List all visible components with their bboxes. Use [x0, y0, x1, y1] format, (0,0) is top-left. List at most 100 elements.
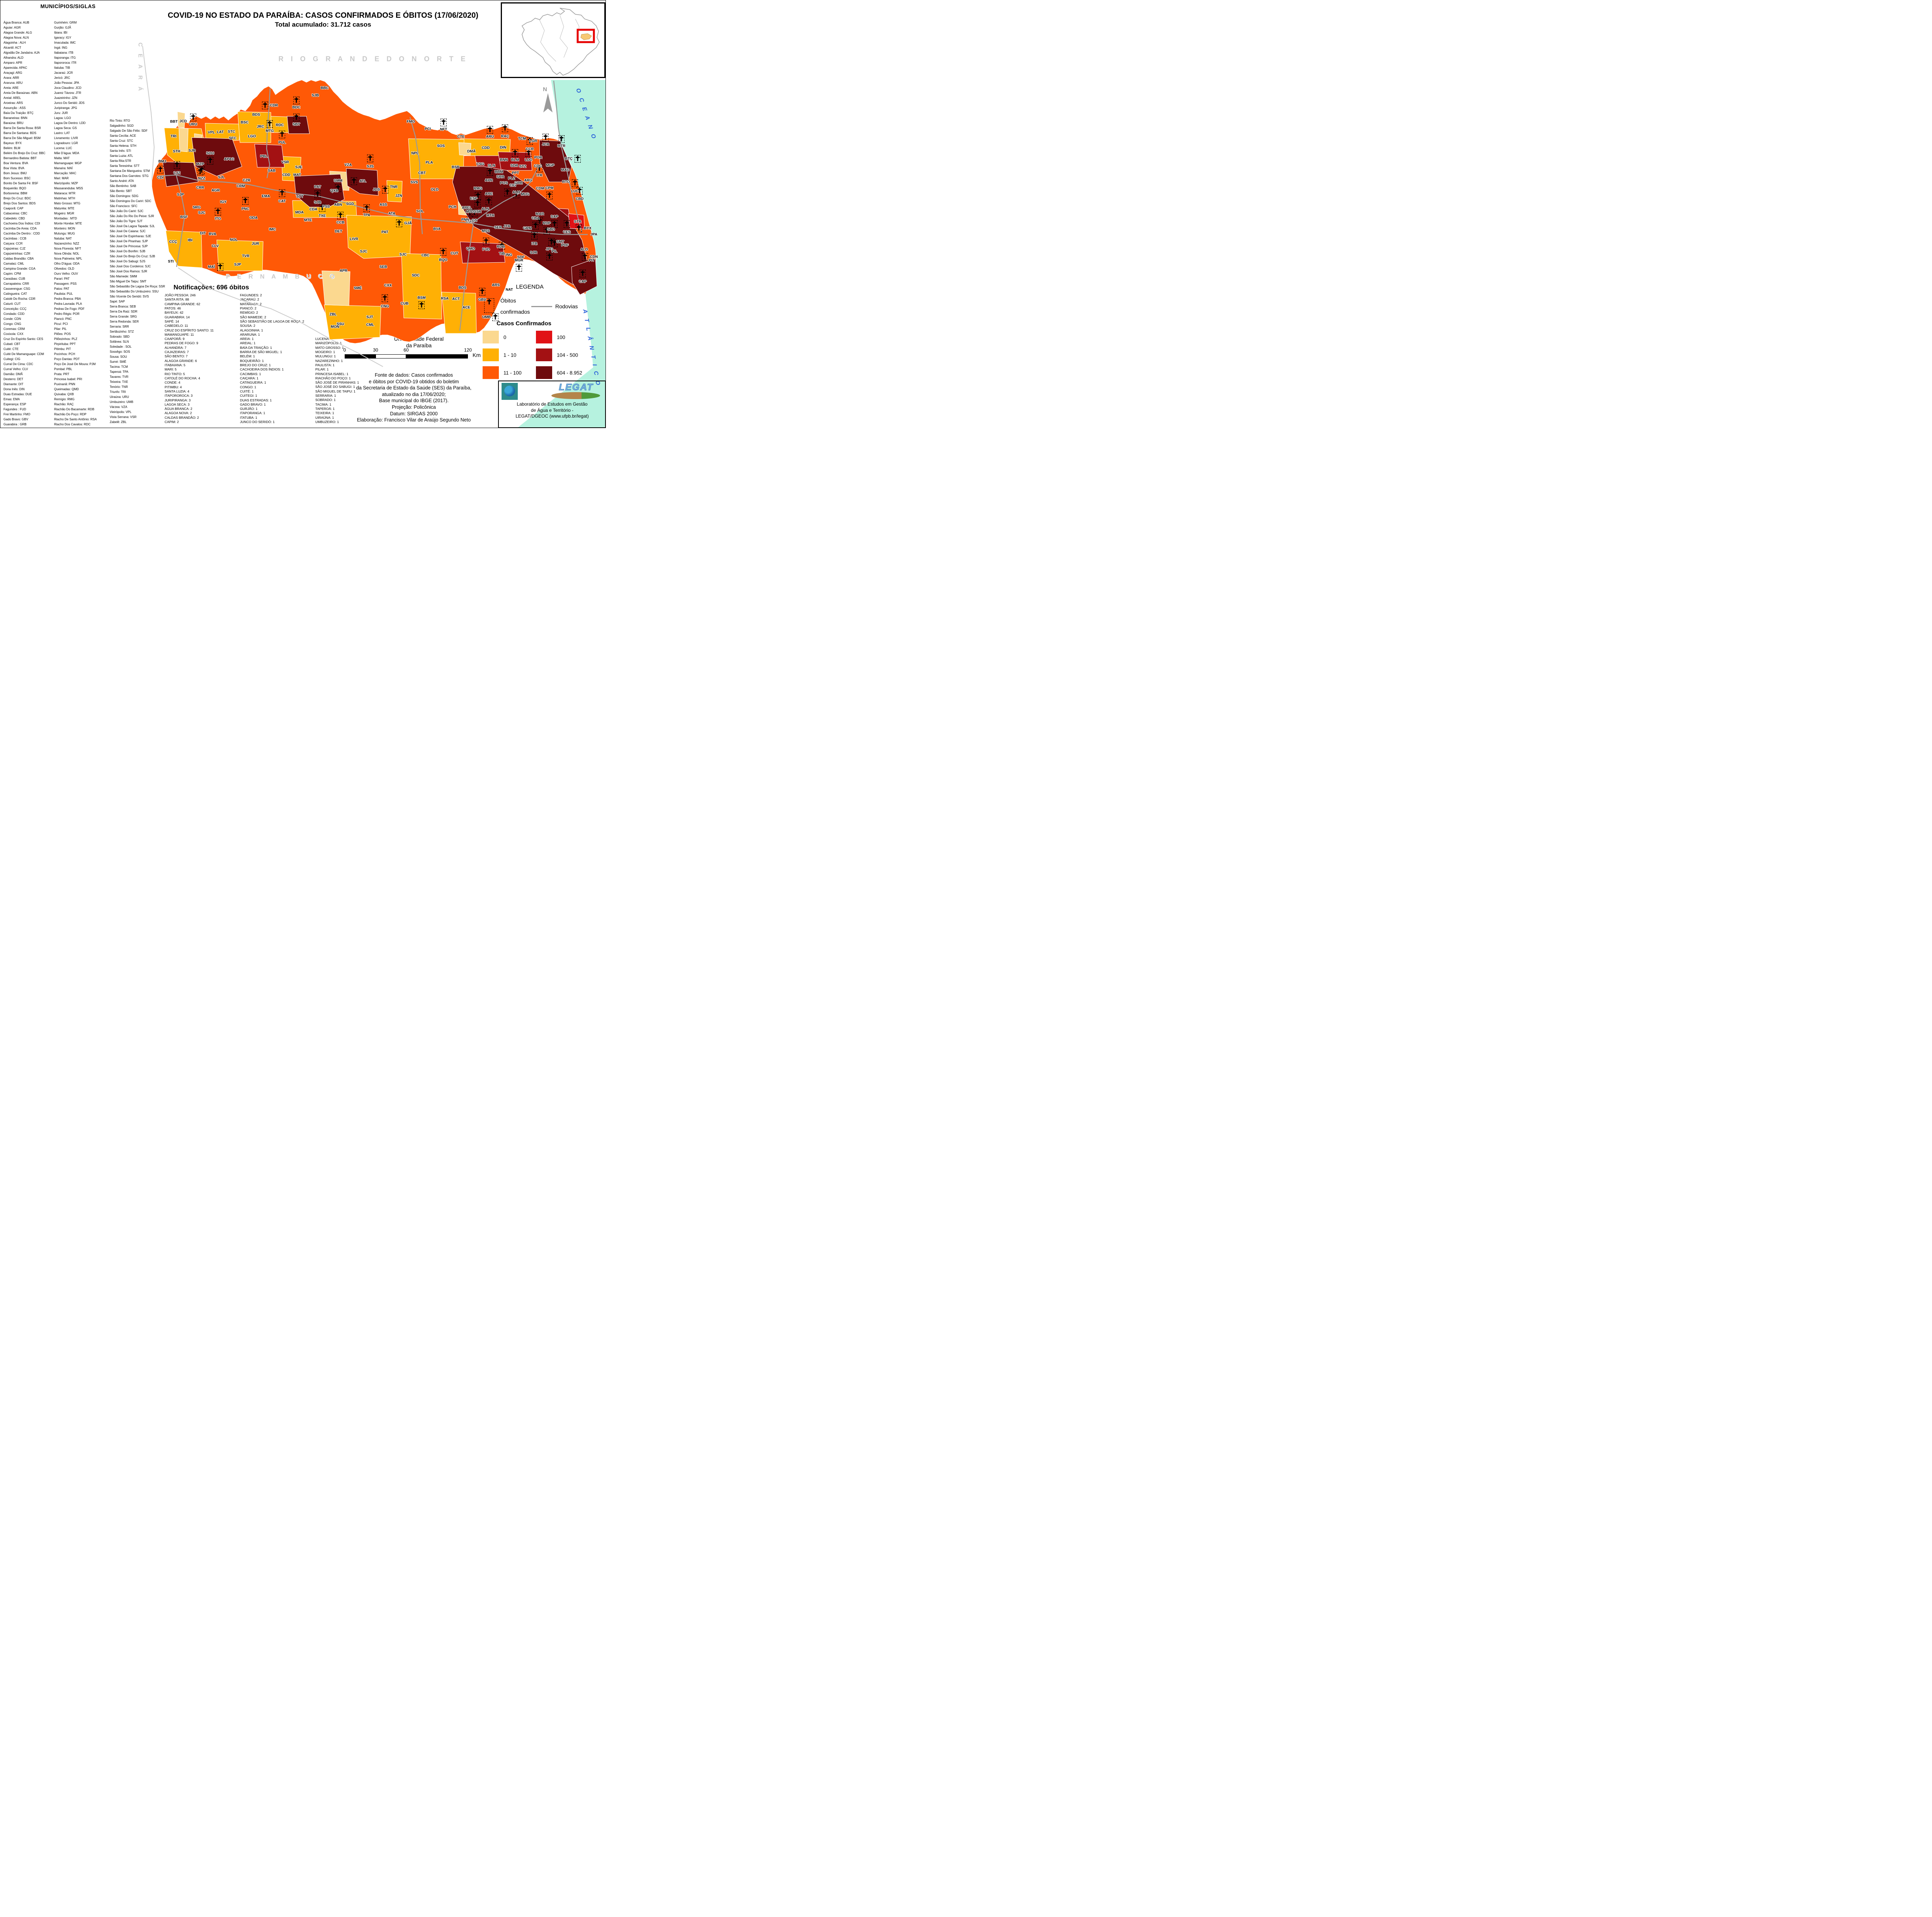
list-item: CACIMBAS: 1	[240, 372, 261, 376]
list-item: Caraúbas: CUB	[3, 277, 26, 280]
sidebar-title: MUNICÍPIOS/SIGLAS	[40, 3, 96, 9]
municipality-label-sjb: SJB	[311, 93, 319, 98]
municipality-label-sjr: SJR	[530, 250, 537, 255]
municipality-label-pdf: PDF	[561, 243, 569, 248]
municipality-label-jpg: JPG	[546, 247, 553, 252]
list-item: SOBRADO: 1	[315, 398, 336, 402]
municipality-label-svs: SVS	[410, 180, 418, 185]
legat-logo-word: LEGAT	[559, 382, 594, 393]
municipality-label-seb: SEB	[379, 265, 387, 269]
list-item: RIACHÃO DO POÇO: 1	[315, 376, 351, 380]
list-item: Poço De José De Moura: PJM	[54, 362, 96, 366]
list-item: Juarez Távora: JTR	[54, 91, 82, 95]
list-item: Paulista: PUL	[54, 292, 73, 296]
municipality-label-cdr: CDR	[270, 103, 278, 108]
list-item: ALAGOA GRANDE: 6	[165, 359, 197, 363]
list-item: Riacho Dos Cavalos: RDC	[54, 423, 91, 426]
municipality-label-nol: NOL	[230, 238, 238, 242]
list-item: AREIAL: 1	[240, 341, 256, 345]
list-item: Livramento: LIVR	[54, 136, 78, 140]
legat-panel	[498, 381, 605, 428]
municipality-label-ssu: SSU	[337, 322, 344, 326]
death-cross-icon	[190, 114, 196, 121]
list-item: CATINGUEIRA: 1	[240, 381, 266, 385]
municipality-label-igy: IGY	[220, 200, 227, 204]
municipality-label-txe: TXE	[318, 214, 326, 218]
municipality-label-csg: CSG	[476, 162, 485, 167]
municipality-label-are: ARE	[485, 192, 493, 196]
municipality-label-sdf: SDF	[517, 255, 525, 260]
list-item: Gurjão: GJÃ	[54, 26, 71, 29]
death-cross-icon	[543, 134, 549, 141]
municipality-label-rmg: RMG	[473, 186, 483, 191]
list-item: CABEDELO: 11	[165, 324, 188, 328]
municipality-label-uru: URU	[189, 122, 197, 127]
list-item: Duas Estradas: DUE	[3, 393, 32, 396]
death-cross-icon	[551, 220, 558, 228]
municipality-label-lat: LAT	[217, 130, 224, 134]
municipality-label-mte: MTE	[304, 218, 312, 223]
municipality-label-cut: CUT	[451, 251, 458, 256]
list-item: Mari: MAR	[54, 177, 69, 180]
list-item: JURIPIRANGA: 3	[165, 398, 191, 402]
municipality-label-cng: CNG	[381, 304, 389, 309]
municipality-label-rto: RTO	[562, 180, 570, 184]
list-item: Mataraca: MTR	[54, 192, 76, 195]
list-item: Pirpirituba: PPT	[54, 342, 76, 346]
municipality-label-sjl: SJL	[218, 175, 225, 180]
list-item: Alagoinha : ALH	[3, 41, 26, 44]
list-item: Barra De Santana: BDS	[3, 131, 36, 135]
municipality-label-sjr: SJR	[188, 148, 196, 153]
municipality-label-agr: AGR	[211, 188, 220, 193]
municipality-label-fud: FUD	[482, 247, 490, 252]
list-item: Cacimba De Dentro : CDD	[3, 232, 40, 235]
list-item: ARARUNA: 1	[240, 332, 260, 336]
source-line: atualizado no dia 17/06/2020;	[382, 391, 446, 397]
dgeoc-globe-icon	[504, 386, 515, 396]
municipality-label-bbt: BBT	[170, 119, 178, 124]
municipality-label-abn: ABN	[334, 202, 342, 207]
list-item: São José De Caiana: SJC	[110, 229, 146, 233]
list-item: AREIA: 1	[240, 337, 254, 341]
list-item: Cubati: CBT	[3, 342, 20, 346]
list-item: Alhandra: ALD	[3, 56, 24, 59]
source-line: Base municipal do IBGE (2017).	[379, 398, 449, 404]
municipality-label-nzz: NZZ	[198, 176, 206, 181]
list-item: Nova Palmeira: NPL	[54, 257, 82, 260]
death-cross-icon	[418, 301, 425, 309]
list-item: Triunfo: TRI	[110, 390, 126, 394]
municipality-label-sjs: SJS	[367, 164, 374, 169]
list-item: Itabaiana: ITB	[54, 51, 73, 54]
death-cross-icon	[217, 263, 223, 271]
municipality-label-tri: TRI	[170, 134, 177, 139]
list-item: Condado: CDD	[3, 312, 25, 316]
municipality-label-ema: EMA	[262, 194, 270, 199]
list-item: Imaculada: IMC	[54, 41, 76, 44]
municipality-label-sdr: SDR	[510, 163, 519, 168]
list-item: Solânea: SLN	[110, 340, 129, 343]
list-item: São José Dos Ramos: SJR	[110, 270, 147, 273]
roads	[156, 80, 588, 331]
municipality-label-bsf: BSF	[180, 215, 188, 219]
list-item: Conde: CDN	[3, 317, 21, 321]
list-item: Marizópolis: MZP	[54, 182, 78, 185]
list-item: Alagoa Nova: ALN	[3, 36, 29, 39]
list-item: PRINCESA ISABEL: 1	[315, 372, 349, 376]
list-item: Serra Branca: SEB	[110, 305, 136, 308]
list-item: Sertãozinho: STZ	[110, 330, 134, 333]
list-item: Logradouro: LGR	[54, 141, 78, 145]
municipality-label-rdc: RDC	[276, 123, 284, 127]
death-cross-icon	[575, 155, 581, 163]
list-item: Várzea: VZA	[110, 405, 128, 409]
death-cross-icon	[267, 120, 273, 128]
municipality-label-jds: JDS	[372, 187, 380, 192]
municipality-label-ars: ARS	[492, 283, 500, 287]
legat-line: LEGAT/DGEOC (www.ufpb.br/legat)	[515, 413, 589, 419]
municipality-label-sfc: SFC	[229, 136, 236, 141]
municipality-label-bmj: BMJ	[158, 159, 167, 164]
legend-class-label: 104 - 500	[557, 352, 578, 358]
list-item: CUITÉ: 1	[240, 389, 254, 393]
list-item: CALDAS BRANDÃO: 2	[165, 415, 199, 420]
list-item: CONGO: 1	[240, 385, 257, 389]
list-item: Alcantil: ACT	[3, 46, 21, 49]
